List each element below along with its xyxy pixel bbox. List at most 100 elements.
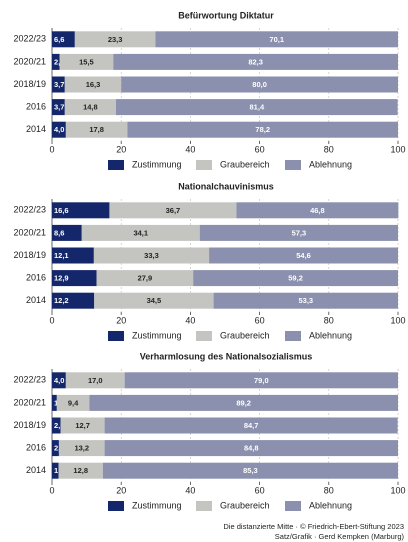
bar-segment	[124, 372, 398, 389]
y-tick-label: 2020/21	[13, 56, 46, 66]
x-tick-label: 20	[116, 315, 126, 325]
x-tick-label: 40	[185, 485, 195, 495]
legend-label: Ablehnung	[309, 159, 352, 169]
bar-segment	[236, 202, 399, 219]
bar-segment	[52, 202, 110, 219]
bar-segment	[81, 224, 200, 241]
x-tick-label: 40	[185, 144, 195, 154]
y-tick-label: 2018/19	[13, 420, 46, 430]
x-tick-label: 0	[49, 485, 54, 495]
data-label: 16,6	[54, 206, 69, 215]
data-label: 81,4	[250, 103, 265, 112]
data-label: 79,0	[254, 376, 269, 385]
chart-title: Befürwortung Diktatur	[178, 10, 274, 20]
data-label: 78,2	[255, 125, 270, 134]
legend-swatch	[108, 331, 124, 341]
bar-segment	[127, 121, 398, 138]
bar-segment	[104, 440, 398, 457]
bar-segment	[52, 53, 60, 70]
bar-segment	[52, 417, 61, 434]
bar-segment	[59, 53, 114, 70]
bar-segment	[89, 394, 399, 411]
data-label: 17,0	[88, 376, 103, 385]
data-label: 17,8	[89, 125, 104, 134]
y-tick-label: 2016	[26, 442, 46, 452]
data-label: 70,1	[269, 35, 284, 44]
bar-segment	[155, 31, 398, 48]
data-label: 33,3	[144, 251, 159, 260]
bar-segment	[113, 53, 398, 70]
data-label: 36,7	[166, 206, 181, 215]
bar-segment	[52, 224, 82, 241]
legend-swatch	[285, 501, 301, 511]
data-label: 82,3	[248, 57, 263, 66]
y-tick-label: 2020/21	[13, 397, 46, 407]
data-label: 2,2	[54, 57, 64, 66]
data-label: 12,8	[73, 466, 88, 475]
legend-label: Zustimmung	[132, 159, 182, 169]
bar-segment	[56, 394, 90, 411]
legend-swatch	[196, 331, 212, 341]
bar-segment	[52, 270, 97, 287]
legend-label: Graubereich	[220, 159, 270, 169]
x-tick-label: 20	[116, 485, 126, 495]
data-label: 13,2	[74, 444, 89, 453]
bar-segment	[58, 440, 105, 457]
data-label: 46,8	[310, 206, 325, 215]
bar-segment	[64, 99, 117, 116]
y-tick-label: 2022/23	[13, 375, 46, 385]
bar-segment	[52, 99, 65, 116]
y-tick-label: 2016	[26, 272, 46, 282]
bar-segment	[60, 417, 105, 434]
bar-segment	[52, 440, 59, 457]
bar-segment	[94, 292, 214, 309]
bar-segment	[52, 372, 66, 389]
bar-segment	[116, 99, 398, 116]
bar-segment	[52, 462, 59, 479]
legend-swatch	[108, 501, 124, 511]
x-tick-label: 0	[49, 144, 54, 154]
legend-swatch	[285, 160, 301, 170]
chart-title: Nationalchauvinismus	[178, 181, 274, 191]
x-tick-label: 40	[185, 315, 195, 325]
y-tick-label: 2016	[26, 101, 46, 111]
data-label: 34,5	[147, 296, 162, 305]
data-label: 16,3	[86, 80, 101, 89]
legend-label: Zustimmung	[132, 500, 182, 510]
bar-segment	[64, 76, 122, 93]
y-tick-label: 2022/23	[13, 205, 46, 215]
legend-label: Ablehnung	[309, 330, 352, 340]
bar-segment	[193, 270, 398, 287]
x-tick-label: 60	[255, 144, 265, 154]
bar-segment	[93, 247, 210, 264]
bar-segment	[52, 121, 66, 138]
x-tick-label: 100	[390, 144, 405, 154]
x-tick-label: 60	[255, 315, 265, 325]
data-label: 85,3	[243, 466, 258, 475]
chart-title: Verharmlosung des Nationalsozialismus	[140, 351, 313, 361]
data-label: 89,2	[236, 398, 251, 407]
data-label: 8,6	[54, 228, 64, 237]
y-tick-label: 2014	[26, 124, 46, 134]
x-tick-label: 80	[324, 315, 334, 325]
bar-segment	[209, 247, 398, 264]
data-label: 27,9	[138, 274, 153, 283]
data-label: 54,6	[296, 251, 311, 260]
y-tick-label: 2014	[26, 295, 46, 305]
data-label: 12,1	[54, 251, 69, 260]
data-label: 14,8	[83, 103, 98, 112]
data-label: 9,4	[68, 398, 79, 407]
data-label: 84,7	[244, 421, 259, 430]
y-tick-label: 2018/19	[13, 250, 46, 260]
x-tick-label: 20	[116, 144, 126, 154]
x-tick-label: 80	[324, 144, 334, 154]
x-tick-label: 100	[390, 315, 405, 325]
data-label: 59,2	[288, 274, 303, 283]
x-tick-label: 0	[49, 315, 54, 325]
data-label: 6,6	[54, 35, 64, 44]
bar-segment	[109, 202, 237, 219]
data-label: 53,3	[298, 296, 313, 305]
legend-swatch	[285, 331, 301, 341]
legend-label: Zustimmung	[132, 330, 182, 340]
